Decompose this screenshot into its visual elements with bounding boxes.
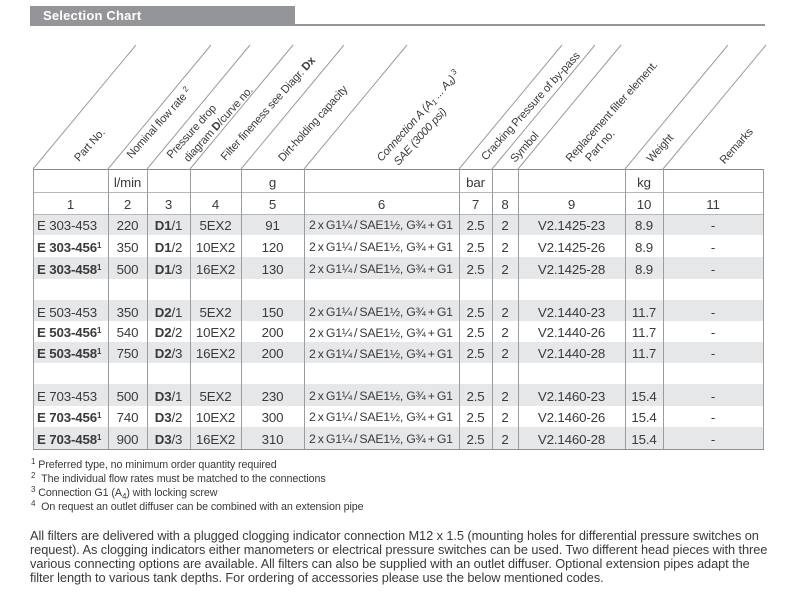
svg-text:Connection A (A1 ... A4) 3: Connection A (A1 ... A4) 3 (373, 67, 463, 165)
svg-text:Replacement filter element.: Replacement filter element. (564, 59, 660, 164)
svg-text:Remarks: Remarks (718, 126, 756, 167)
svg-text:Part No.: Part No. (72, 127, 107, 164)
svg-text:Weight: Weight (645, 131, 677, 165)
